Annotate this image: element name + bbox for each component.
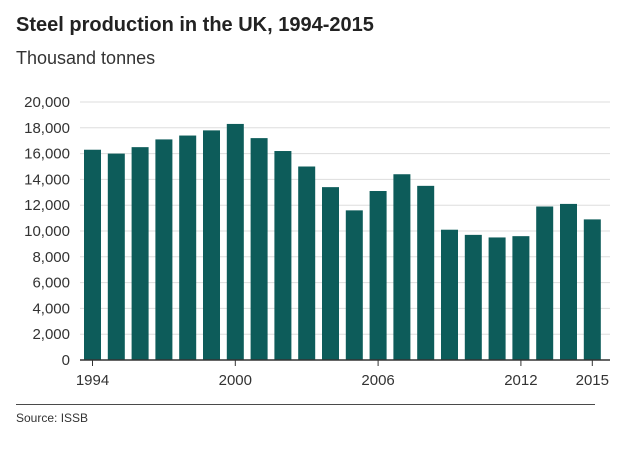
bar (250, 138, 268, 360)
bar (417, 185, 435, 360)
bar (322, 187, 339, 360)
y-tick-label: 16,000 (24, 146, 70, 163)
y-tick-label: 14,000 (24, 171, 70, 188)
bar (179, 135, 197, 360)
bar (345, 210, 363, 360)
bar (441, 229, 458, 360)
bar (464, 234, 482, 360)
bar (583, 219, 601, 360)
y-tick-label: 2,000 (32, 326, 70, 343)
y-tick-label: 4,000 (32, 300, 70, 317)
bar (131, 147, 149, 360)
x-tick-label: 2000 (219, 372, 252, 389)
y-axis-ticks: 0 2,000 4,000 6,000 8,000 10,000 12,000 14,000 1… (24, 94, 70, 369)
y-tick-label: 6,000 (32, 275, 70, 292)
bar (512, 236, 530, 360)
y-tick-label: 8,000 (32, 249, 70, 266)
x-tick-label: 2015 (576, 372, 609, 389)
bar (226, 123, 244, 361)
x-tick-label: 1994 (76, 372, 109, 389)
chart-subtitle: Thousand tonnes (16, 48, 156, 68)
bar (155, 139, 173, 360)
y-tick-label: 10,000 (24, 223, 70, 240)
bar (298, 166, 316, 360)
bar (369, 191, 387, 360)
chart-title: Steel production in the UK, 1994-2015 (16, 14, 374, 36)
bar (84, 149, 101, 360)
bars (84, 123, 601, 361)
footer-divider (16, 404, 595, 405)
x-tick-label: 2006 (361, 372, 394, 389)
bar (203, 130, 220, 360)
bar (274, 151, 292, 360)
y-tick-label: 0 (62, 352, 70, 369)
bar (488, 237, 506, 360)
x-axis-ticks: 1994 2000 2006 2012 2015 (76, 360, 609, 389)
bar (536, 206, 554, 360)
bar (393, 174, 411, 360)
source-note: Source: ISSB (16, 411, 89, 425)
y-tick-label: 12,000 (24, 197, 70, 214)
bar-chart: 0 2,000 4,000 6,000 8,000 10,000 12,000 14,000 1… (24, 94, 610, 389)
bar (560, 203, 577, 360)
x-tick-label: 2012 (504, 372, 537, 389)
y-tick-label: 18,000 (24, 120, 70, 137)
bar (107, 153, 125, 360)
y-tick-label: 20,000 (24, 94, 70, 111)
